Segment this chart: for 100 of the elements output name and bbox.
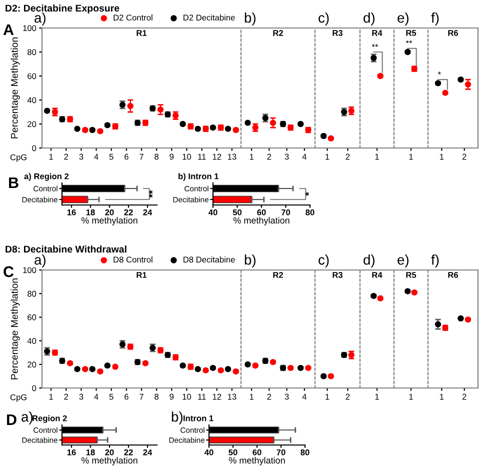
x-tick-label: 5 [109,394,114,400]
text: D [7,414,16,425]
text: d) [364,254,374,268]
legend-label: D8 Control [114,256,152,263]
y-tick-label: 60 [28,73,36,80]
text: c) [318,254,329,268]
text: b) [172,412,182,424]
x-tick-label: 11 [198,394,206,400]
x-tick-label: 70 [281,209,290,216]
x-tick-label: 2 [267,154,272,160]
text: B [9,177,18,188]
x-axis-title: % methylation [228,456,285,466]
legend-label: D2 Control [114,14,152,21]
x-tick-label: 4 [302,394,306,400]
text: e) [398,12,408,26]
x-tick-label: 1 [326,154,330,160]
x-tick-label: 2 [462,394,466,400]
text: c) [318,12,329,26]
x-tick-label: 2 [267,394,272,400]
x-tick-label: 24 [143,449,152,456]
x-tick-label: 50 [228,449,238,456]
x-tick-label: 11 [198,154,206,160]
x-axis-title: % methylation [81,216,138,226]
chart-title: R4 [372,30,382,36]
x-tick-label: 6 [124,394,128,400]
x-tick-label: 60 [257,209,266,216]
x-tick-label: 8 [154,154,159,160]
chart-title: R5 [406,272,416,278]
chart-title: R5 [406,30,416,36]
x-tick-label: 9 [170,394,174,400]
y-tick-label: 0 [32,385,36,392]
x-tick-label: 1 [409,154,413,160]
x-tick-label: 3 [79,394,84,400]
legend-label: D8 Decitabine [184,256,235,263]
text: f) [431,254,439,268]
x-tick-label: 12 [212,154,222,160]
x-tick-label: 1 [250,154,254,160]
y-axis-title: Percentage Methylation [10,278,20,380]
x-tick-label: 20 [105,449,114,456]
x-tick-label: 13 [228,154,236,160]
y-tick-label: 40 [27,338,36,344]
x-tick-label: 10 [182,394,192,400]
annotation: ** [372,44,378,47]
chart-title: R3 [332,30,343,36]
x-tick-label: 1 [326,394,330,400]
x-tick-label: 1 [49,394,53,400]
x-tick-label: 1 [440,394,444,400]
y-tick-label: 80 [28,49,36,56]
x-tick-label: 2 [64,394,68,400]
x-tick-label: 2 [346,154,350,160]
x-tick-label: 22 [124,209,133,216]
chart-title: R2 [273,30,283,36]
x-tick-label: 1 [375,394,379,400]
x-axis-title: % methylation [81,456,138,466]
x-tick-label: 1 [250,394,254,400]
x-tick-label: 3 [284,394,289,400]
x-tick-label: 1 [440,154,444,160]
annotation: ** [149,190,153,198]
y-tick-label: 20 [28,121,36,128]
chart-title: R6 [448,272,458,278]
x-tick-label: 1 [375,154,379,160]
text: CpG [10,154,27,162]
text: f) [431,12,439,26]
x-tick-label: 7 [140,394,144,400]
text: b) [244,12,256,26]
x-tick-label: 24 [143,209,152,216]
x-tick-label: 40 [208,209,218,216]
x-tick-label: 16 [67,449,76,456]
text: CpG [10,394,27,402]
x-tick-label: 4 [94,394,98,400]
y-tick-label: 100 [23,25,36,32]
chart-title: Intron 1 [184,415,214,422]
x-tick-label: 16 [67,209,76,216]
x-tick-label: 80 [300,449,310,456]
annotation: * [305,192,309,196]
text: a) [34,254,46,268]
x-tick-label: 4 [302,154,306,160]
annotation: ** [406,40,412,44]
chart-title: R6 [448,30,458,36]
x-tick-label: 40 [204,449,214,456]
chart-title: a) Region 2 [24,173,69,181]
x-tick-label: 5 [109,154,114,160]
x-tick-label: 18 [86,449,95,456]
y-tick-label: 80 [28,290,36,297]
x-tick-label: 22 [124,449,133,456]
x-tick-label: 20 [105,209,114,216]
x-tick-label: 4 [94,154,98,160]
text: d) [364,12,374,26]
x-tick-label: 18 [86,209,95,216]
legend-label: D2 Decitabine [184,14,235,21]
x-tick-label: 3 [284,154,289,160]
chart-title: Region 2 [32,415,67,423]
x-tick-label: 12 [212,394,222,400]
y-axis-title: Percentage Methylation [10,38,20,138]
x-tick-label: 50 [232,209,242,216]
x-tick-label: 9 [170,154,174,160]
x-axis-title: % methylation [233,216,290,226]
y-tick-label: 60 [28,314,36,320]
y-tick-label: 20 [28,362,36,368]
text: C [4,266,14,278]
